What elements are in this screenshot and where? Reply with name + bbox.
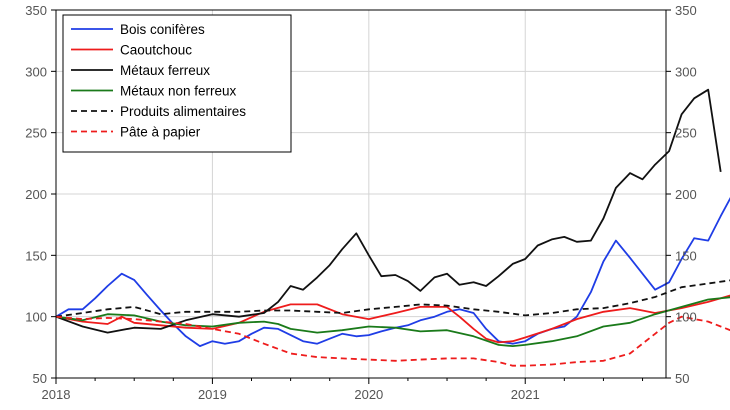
series-line-6 — [55, 315, 730, 367]
right-y-axis: 50 100 150 200 250 300 350 — [666, 3, 697, 386]
legend: Bois conifères Caoutchouc Métaux ferreux Mé… — [62, 14, 292, 153]
left-y-axis: 50 100 150 200 250 300 350 — [25, 3, 56, 386]
left-y-tick-label: 50 — [33, 371, 47, 386]
legend-label: Bois conifères — [120, 22, 205, 37]
series-group — [55, 88, 730, 367]
legend-label: Métaux non ferreux — [120, 84, 237, 99]
x-tick-label: 2019 — [198, 387, 227, 402]
series-line-1 — [55, 197, 730, 347]
x-tick-label: 2020 — [354, 387, 383, 402]
left-y-tick-label: 350 — [25, 3, 47, 18]
series-line-2 — [55, 294, 730, 344]
right-y-tick-label: 200 — [675, 187, 697, 202]
right-y-tick-label: 300 — [675, 64, 697, 79]
legend-label: Produits alimentaires — [120, 104, 246, 119]
left-y-tick-label: 250 — [25, 126, 47, 141]
legend-label: Métaux ferreux — [120, 63, 210, 78]
right-y-tick-label: 150 — [675, 248, 697, 263]
x-tick-label: 2018 — [42, 387, 71, 402]
left-y-tick-label: 100 — [25, 310, 47, 325]
series-line-4 — [55, 296, 730, 347]
right-y-tick-label: 350 — [675, 3, 697, 18]
right-y-tick-label: 250 — [675, 126, 697, 141]
legend-label: Pâte à papier — [120, 125, 201, 140]
legend-label: Caoutchouc — [120, 43, 192, 58]
x-tick-label: 2021 — [511, 387, 540, 402]
left-y-tick-label: 300 — [25, 64, 47, 79]
legend-box — [62, 14, 292, 153]
left-y-tick-label: 150 — [25, 248, 47, 263]
series-line-5 — [55, 279, 730, 318]
left-y-tick-label: 200 — [25, 187, 47, 202]
right-y-tick-label: 100 — [675, 310, 697, 325]
series-line-3 — [55, 88, 722, 334]
right-y-tick-label: 50 — [675, 371, 689, 386]
x-axis: 2018 2019 2020 2021 — [42, 378, 644, 402]
